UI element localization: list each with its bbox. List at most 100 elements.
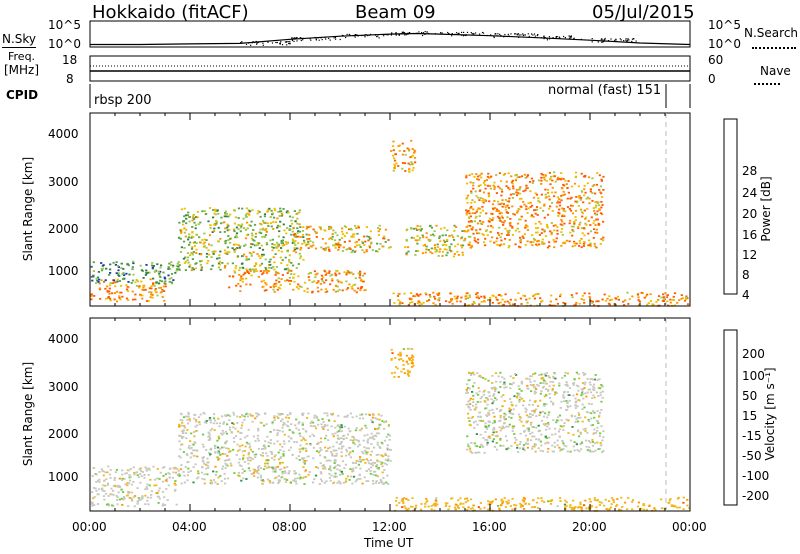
echo-cell [538, 201, 541, 204]
echo-cell [500, 202, 504, 205]
echo-cell [471, 391, 474, 393]
echo-cell [552, 377, 555, 379]
echo-cell [592, 304, 596, 307]
echo-cell [282, 244, 286, 246]
echo-cell [252, 472, 255, 474]
echo-cell [272, 221, 275, 223]
echo-cell [224, 239, 227, 242]
echo-cell [238, 224, 241, 227]
xtick-label: 00:00 [72, 520, 107, 534]
echo-cell [183, 474, 186, 477]
echo-cell [490, 212, 493, 215]
echo-cell [495, 448, 499, 451]
echo-cell [574, 219, 577, 221]
echo-cell [433, 502, 436, 505]
echo-cell [92, 467, 95, 469]
echo-cell [273, 416, 276, 419]
echo-cell [244, 445, 247, 448]
nsearch-dot [602, 41, 604, 43]
echo-cell [107, 504, 110, 507]
echo-cell [250, 232, 254, 235]
echo-cell [223, 221, 226, 224]
echo-cell [243, 227, 246, 229]
nsearch-dot [387, 34, 389, 36]
echo-cell [395, 162, 398, 165]
echo-cell [323, 412, 326, 415]
echo-cell [174, 471, 177, 474]
echo-cell [524, 177, 527, 179]
echo-cell [493, 207, 497, 209]
echo-cell [590, 450, 593, 453]
echo-cell [200, 253, 203, 255]
echo-cell [262, 270, 265, 272]
echo-cell [304, 461, 307, 463]
echo-cell [479, 502, 482, 504]
echo-cell [379, 460, 382, 463]
echo-cell [499, 409, 502, 411]
echo-cell [544, 173, 547, 176]
echo-cell [467, 243, 470, 246]
echo-cell [541, 173, 544, 176]
echo-cell [213, 222, 216, 225]
echo-cell [211, 264, 214, 267]
echo-cell [624, 501, 627, 504]
echo-cell [531, 234, 534, 237]
echo-cell [179, 468, 182, 471]
echo-cell [556, 302, 559, 305]
echo-cell [476, 445, 479, 448]
echo-cell [537, 200, 540, 202]
echo-cell [452, 255, 455, 258]
nsearch-dot [543, 38, 545, 40]
echo-cell [177, 469, 180, 472]
echo-cell [375, 464, 379, 466]
echo-cell [329, 469, 332, 472]
echo-cell [285, 232, 288, 235]
echo-cell [277, 417, 280, 419]
echo-cell [493, 241, 496, 244]
echo-cell [511, 404, 514, 407]
echo-cell [186, 256, 190, 259]
nsearch-dot [309, 38, 311, 40]
echo-cell [380, 463, 383, 466]
echo-cell [531, 182, 534, 184]
nsearch-dot [317, 37, 319, 39]
echo-cell [453, 253, 456, 255]
echo-cell [518, 388, 521, 390]
echo-cell [445, 248, 448, 251]
echo-cell [438, 237, 441, 240]
echo-cell [354, 480, 357, 483]
echo-cell [534, 192, 537, 195]
echo-cell [298, 252, 301, 255]
echo-cell [673, 292, 677, 295]
echo-cell [193, 435, 196, 438]
echo-cell [208, 253, 211, 256]
echo-cell [482, 191, 486, 194]
echo-cell [472, 208, 475, 211]
echo-cell [590, 505, 593, 508]
echo-cell [192, 213, 195, 216]
echo-cell [377, 453, 380, 456]
nsearch-dot [341, 34, 343, 36]
echo-cell [507, 172, 510, 175]
echo-cell [217, 476, 220, 479]
echo-cell [600, 180, 603, 182]
echo-cell [141, 471, 144, 473]
echo-cell [93, 496, 96, 498]
echo-cell [594, 206, 597, 209]
echo-cell [331, 279, 334, 282]
echo-cell [586, 449, 589, 451]
echo-cell [303, 290, 306, 292]
echo-cell [253, 265, 256, 267]
echo-cell [139, 467, 142, 470]
echo-cell [179, 456, 182, 459]
echo-cell [602, 220, 605, 223]
echo-cell [562, 190, 565, 193]
echo-cell [321, 465, 324, 467]
echo-cell [479, 184, 482, 187]
echo-cell [492, 399, 495, 402]
echo-cell [471, 226, 474, 229]
echo-cell [588, 446, 591, 449]
echo-cell [216, 456, 219, 459]
echo-cell [307, 241, 310, 243]
echo-cell [139, 473, 142, 475]
